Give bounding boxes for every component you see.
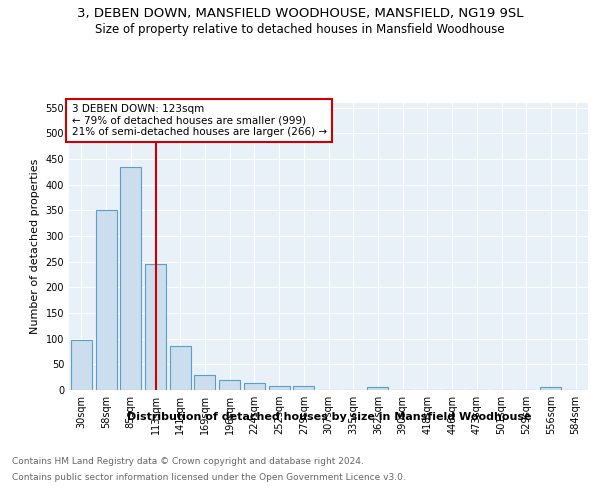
Bar [244, 384, 265, 390]
Text: Size of property relative to detached houses in Mansfield Woodhouse: Size of property relative to detached ho… [95, 22, 505, 36]
Text: 3 DEBEN DOWN: 123sqm
← 79% of detached houses are smaller (999)
21% of semi-deta: 3 DEBEN DOWN: 123sqm ← 79% of detached h… [71, 104, 327, 137]
Bar [194, 374, 215, 390]
Y-axis label: Number of detached properties: Number of detached properties [30, 158, 40, 334]
Bar [120, 166, 141, 390]
Bar [541, 388, 562, 390]
Bar [219, 380, 240, 390]
Text: Distribution of detached houses by size in Mansfield Woodhouse: Distribution of detached houses by size … [127, 412, 531, 422]
Text: 3, DEBEN DOWN, MANSFIELD WOODHOUSE, MANSFIELD, NG19 9SL: 3, DEBEN DOWN, MANSFIELD WOODHOUSE, MANS… [77, 8, 523, 20]
Text: Contains HM Land Registry data © Crown copyright and database right 2024.: Contains HM Land Registry data © Crown c… [12, 458, 364, 466]
Bar [71, 340, 92, 390]
Bar [95, 210, 116, 390]
Bar [269, 386, 290, 390]
Text: Contains public sector information licensed under the Open Government Licence v3: Contains public sector information licen… [12, 472, 406, 482]
Bar [170, 346, 191, 390]
Bar [293, 386, 314, 390]
Bar [145, 264, 166, 390]
Bar [367, 388, 388, 390]
